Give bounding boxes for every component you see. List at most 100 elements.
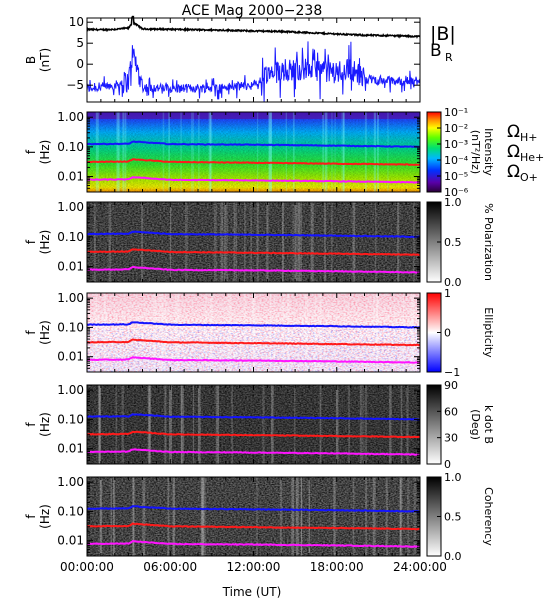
spectrogram-striation: [279, 477, 283, 556]
y-axis-unit: (Hz): [38, 504, 52, 529]
colorbar-tick-label: 0: [444, 327, 451, 340]
colorbar-tick-label: −1: [444, 366, 460, 379]
spectrogram-striation: [342, 112, 345, 192]
spectrogram-striation: [400, 477, 403, 556]
y-tick-label: 0.10: [57, 412, 84, 426]
x-tick-label: 18:00:00: [310, 560, 364, 574]
spectrogram-striation: [99, 477, 102, 556]
y-tick-label: 0.01: [57, 350, 84, 364]
spectrogram-striation: [147, 385, 151, 464]
spectrogram-striation: [168, 112, 170, 192]
spectrogram-striation: [256, 202, 259, 282]
spectrogram-striation: [161, 293, 164, 372]
spectrogram-striation: [334, 112, 336, 192]
spectrogram-striation: [164, 293, 166, 372]
y-tick-label: 0.10: [57, 140, 84, 154]
legend-h-plus-gyrofrequency: Ω H+: [507, 122, 538, 144]
spectrogram-striation: [172, 477, 175, 556]
spectrogram-striation: [292, 202, 294, 282]
spectrogram-striation: [93, 202, 96, 282]
spectrogram-striation: [122, 112, 125, 192]
colorbar-tick-label: 0.5: [444, 236, 462, 249]
spectrogram-striation: [305, 293, 308, 372]
spectrogram-striation: [291, 477, 295, 556]
spectrogram-striation: [300, 477, 303, 556]
spectrogram-striation: [362, 385, 364, 464]
he-plus-gyro-line: [86, 248, 421, 256]
colorbar-tick-label: 1.0: [444, 471, 462, 484]
colorbar-label: k dot B: [482, 405, 495, 444]
spectrogram-striation: [98, 385, 101, 464]
colorbar-label: Intensity: [482, 128, 495, 176]
spectrogram-striation: [181, 385, 185, 464]
spectrogram-striation: [133, 477, 135, 556]
spectrogram-striation: [300, 477, 303, 556]
spectrogram-striation: [300, 202, 302, 282]
spectrogram-striation: [269, 112, 272, 192]
spectrogram-striation: [297, 202, 300, 282]
spectrogram-striation: [201, 477, 205, 556]
spectrogram-striation: [197, 385, 201, 464]
spectrogram-striation: [233, 202, 236, 282]
colorbar: [426, 384, 442, 465]
spectrogram-striation: [364, 385, 368, 464]
br-series-line: [86, 41, 421, 103]
spectrogram-striation: [209, 112, 213, 192]
spectrogram-striation: [141, 202, 144, 282]
spectrogram-striation: [95, 112, 99, 192]
spectrogram-striation: [324, 112, 328, 192]
spectrogram-striation: [273, 293, 275, 372]
spectrogram-striation: [322, 112, 325, 192]
y-axis-label: f: [24, 514, 38, 519]
colorbar-unit: (nT²/Hz): [469, 130, 482, 174]
o-plus-gyro-line: [86, 266, 420, 274]
y-tick-label: 0.01: [57, 442, 84, 456]
o-plus-gyro-line: [86, 448, 421, 456]
spectrogram-striation: [364, 112, 367, 192]
colorbar-unit: (Deg): [469, 409, 482, 440]
spectrogram-striation: [164, 385, 167, 464]
y-tick-label: 0.01: [57, 170, 84, 184]
spectrogram-striation: [180, 112, 182, 192]
spectrogram-striation: [262, 385, 265, 464]
ellipticity-panel: 1.00 0.10 0.01 f (Hz) 1 0 −1 Ellipticity: [24, 287, 495, 379]
h-plus-gyro-line: [86, 321, 421, 329]
spectrogram-striation: [270, 385, 274, 464]
spectrogram-striation: [116, 112, 119, 192]
colorbar-label: % Polarization: [482, 203, 495, 281]
legend-he-plus-gyrofrequency: Ω He+: [507, 142, 544, 164]
spectrogram-striation: [108, 202, 112, 282]
spectrogram-striation: [243, 293, 247, 372]
spectrogram-striation: [167, 477, 170, 556]
spectrogram-striation: [410, 293, 414, 372]
y-axis-label: f: [24, 330, 38, 335]
x-tick-label: 06:00:00: [143, 560, 197, 574]
legend-o-plus-gyrofrequency: Ω O+: [507, 162, 538, 184]
spectrogram-striation: [225, 202, 228, 282]
colorbar-tick-label: 10⁻⁶: [444, 186, 469, 199]
spectrogram-striation: [282, 293, 285, 372]
y-axis-unit: (Hz): [38, 230, 52, 255]
colorbar-tick-label: 30: [444, 432, 458, 445]
spectrogram-striation: [158, 293, 162, 372]
y-axis-unit: (Hz): [38, 320, 52, 345]
y-axis-label: B: [24, 56, 38, 64]
spectrogram-striation: [352, 477, 355, 556]
k-dot-b-panel: 1.00 0.10 0.01 f (Hz) 90 60 30 0 k dot B(Deg): [24, 379, 495, 471]
y-tick-label: 0.10: [57, 230, 84, 244]
spectrogram-striation: [352, 202, 356, 282]
spectrogram-striation: [210, 293, 213, 372]
colorbar-tick-label: 10⁻²: [444, 122, 468, 135]
spectrogram-texture-blue: [87, 328, 420, 372]
spectrogram-striation: [286, 293, 290, 372]
spectrogram-texture: [87, 202, 420, 282]
legend-subscript: He+: [520, 151, 544, 164]
spectrogram-striation: [341, 112, 345, 192]
figure-title: ACE Mag 2000−238: [182, 3, 322, 19]
spectrogram-striation: [200, 477, 204, 556]
h-plus-gyro-line: [86, 230, 420, 239]
spectrogram-striation: [282, 202, 284, 282]
spectrogram-striation: [115, 385, 118, 464]
spectrogram-striation: [331, 112, 333, 192]
colorbar-tick-label: 1: [444, 287, 451, 300]
